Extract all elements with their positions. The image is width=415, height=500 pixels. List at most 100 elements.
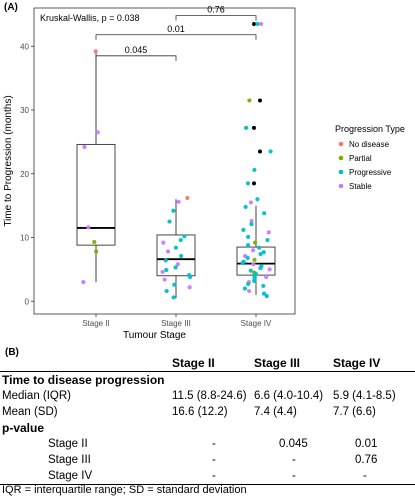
data-point [248,268,253,273]
data-point [251,262,256,267]
table-cell: 7.4 (4.4) [254,406,297,418]
data-point [179,253,184,259]
table-cell: 0.01 [355,438,378,450]
comparison-p-value: 0.01 [167,24,185,34]
data-point [163,258,168,263]
outlier-point [252,125,256,130]
data-point [252,167,257,173]
table-row-label: Stage III [48,454,91,466]
data-point [267,267,272,272]
data-point [258,266,263,271]
legend-label: Progressive [349,168,392,177]
data-point [187,274,193,280]
legend-swatch [338,169,344,175]
data-point [252,273,257,278]
data-point [252,278,257,283]
data-point [265,237,270,243]
table-section-title: Time to disease progression [0,371,415,388]
table-header-row: Stage II Stage III Stage IV [0,355,415,372]
data-point [249,218,254,224]
data-point [250,248,256,253]
data-point [255,21,260,27]
box [76,143,116,246]
legend-title: Progression Type [335,124,405,134]
data-point [264,294,269,299]
table-header-empty [0,355,172,372]
table-row: Stage II - 0.045 0.01 [0,436,415,452]
legend-swatch [338,141,344,147]
legend-swatch [338,155,344,161]
table-row: Stage IV - - - [0,468,415,485]
table-cell: - [212,454,216,466]
table-cell: - [333,468,415,485]
y-tick-label: 20 [20,170,29,179]
comparison-p-value: 0.045 [125,45,148,55]
data-point [247,288,252,294]
data-point [261,291,267,296]
box-plot-chart: (A) 0 10 20 30 40 Stage II Stage III Stage IV Tum… [3,2,405,341]
data-point [243,204,248,209]
data-point [94,249,99,254]
legend-swatch [338,183,344,189]
table-footnote: IQR = interquartile range; SD = standard… [2,484,247,496]
data-point [171,208,176,213]
table-row: Median (IQR) 11.5 (8.8-24.6) 6.6 (4.0-10… [0,388,415,404]
data-point [167,219,172,224]
data-point [268,149,273,154]
data-point [259,21,264,27]
outlier-point [252,21,256,26]
table-cell: - [212,438,216,450]
table-cell: 5.9 (4.1-8.5) [333,390,396,402]
x-tick-label: Stage III [161,319,191,328]
y-tick-label: 10 [20,234,29,243]
data-point [264,274,269,280]
comparison-bracket [95,34,257,40]
plot-frame [33,7,296,315]
data-point [185,195,190,201]
data-point [258,251,263,257]
data-point [261,283,266,289]
data-point [246,234,251,239]
table-cell: - [292,454,296,466]
box [156,234,196,277]
table-row-label: Stage IV [0,468,172,485]
data-point [244,125,249,130]
comparison-bracket [175,15,257,21]
y-tick-label: 30 [20,106,29,115]
legend-label: Partial [349,154,372,163]
data-point [246,281,251,287]
data-point [248,200,254,205]
data-point [160,269,165,275]
y-axis-title: Time to Progression (months) [3,95,14,226]
data-point [240,260,245,266]
data-point [249,222,254,227]
data-point [245,255,250,260]
data-point [178,237,183,243]
table-cell: 0.76 [355,454,378,466]
data-point [255,197,260,202]
y-tick-label: 40 [20,42,29,51]
data-point [165,249,171,254]
data-point [173,265,178,270]
table-header-stage-iii: Stage III [254,356,301,370]
data-point [95,130,100,135]
table-row-label: Median (IQR) [2,390,72,402]
summary-table: Stage II Stage III Stage IV Time to dise… [0,355,415,485]
outlier-point [258,149,262,154]
comparison-bracket [95,55,177,61]
legend-label: No disease [349,140,390,149]
y-tick-label: 0 [25,297,30,306]
table-header-stage-iv: Stage IV [333,356,381,370]
legend-label: Stable [349,182,372,191]
table-row: Stage III - - 0.76 [0,452,415,468]
data-point [247,98,252,103]
data-point [253,240,258,245]
data-point [92,239,97,245]
data-point [161,240,166,245]
data-point [82,144,87,150]
data-point [252,257,257,262]
data-point [162,277,167,282]
table-cell: 11.5 (8.8-24.6) [172,390,247,402]
data-point [164,267,169,273]
data-point [242,286,248,291]
